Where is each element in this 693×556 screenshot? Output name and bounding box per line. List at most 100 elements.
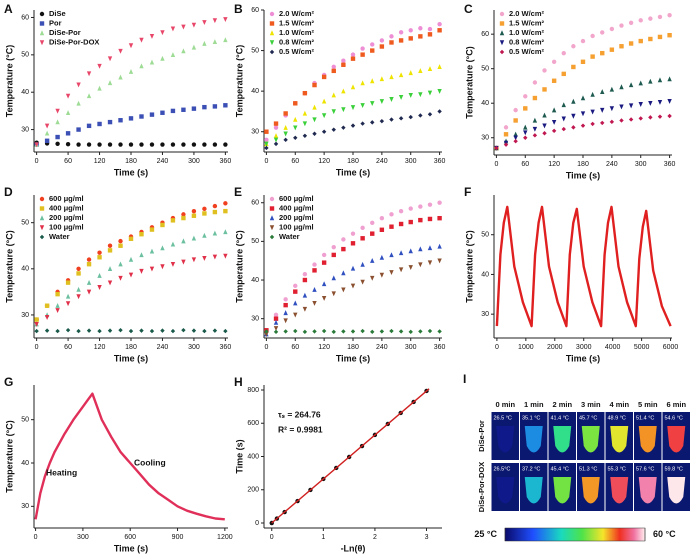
marker — [76, 286, 81, 292]
marker — [360, 225, 365, 231]
marker — [350, 329, 356, 334]
marker — [350, 52, 356, 57]
marker — [302, 277, 308, 283]
temperature-label: 51.4 °C — [636, 415, 654, 421]
marker — [523, 135, 528, 140]
marker — [181, 24, 186, 30]
marker — [128, 328, 134, 334]
marker — [86, 279, 92, 285]
marker — [638, 102, 643, 107]
marker — [350, 265, 356, 271]
marker — [264, 141, 269, 147]
marker — [437, 258, 442, 264]
marker — [283, 137, 288, 143]
marker — [223, 229, 228, 235]
marker — [128, 116, 134, 121]
marker — [65, 293, 71, 299]
panel-letter: H — [234, 375, 243, 389]
row-label: DiSe-Por-DOX — [477, 462, 486, 512]
marker — [667, 113, 672, 119]
line — [495, 205, 672, 328]
marker — [638, 80, 643, 86]
temperature-label: 48.9 °C — [608, 415, 626, 421]
legend-label: DiSe — [49, 9, 66, 18]
marker — [408, 28, 413, 33]
marker — [341, 88, 346, 94]
marker — [389, 34, 394, 39]
marker — [561, 126, 566, 132]
marker — [350, 56, 356, 61]
marker — [389, 74, 394, 80]
marker — [149, 266, 155, 272]
y-tick-label: 40 — [21, 460, 29, 467]
marker — [389, 224, 394, 229]
marker — [86, 123, 92, 129]
marker — [370, 101, 375, 107]
marker — [398, 30, 404, 35]
x-tick-label: 0 — [35, 158, 39, 165]
legend-marker — [269, 206, 275, 211]
y-tick-label: 30 — [21, 503, 29, 510]
y-axis-label: Temperature (°C) — [234, 230, 244, 302]
legend-marker — [39, 215, 45, 221]
x-tick-label: 1 — [321, 534, 325, 541]
marker — [283, 131, 288, 137]
marker — [149, 59, 155, 65]
x-tick-label: 180 — [125, 158, 137, 165]
marker — [370, 220, 375, 226]
x-tick-label: 600 — [124, 534, 136, 541]
legend-label: 0.8 W/cm² — [279, 37, 315, 46]
marker — [418, 204, 423, 209]
fit-line — [271, 388, 430, 524]
marker — [408, 248, 413, 254]
marker — [212, 104, 218, 109]
marker — [76, 328, 81, 334]
marker — [273, 326, 279, 332]
marker — [532, 117, 538, 123]
marker — [302, 306, 308, 312]
marker — [97, 142, 102, 147]
marker — [65, 301, 71, 307]
x-tick-label: 3 — [425, 534, 429, 541]
marker — [55, 328, 60, 334]
marker — [223, 328, 228, 334]
marker — [551, 120, 557, 125]
marker — [561, 116, 566, 122]
marker — [65, 280, 71, 285]
marker — [118, 275, 123, 281]
marker — [55, 108, 60, 114]
marker — [65, 327, 71, 333]
marker — [370, 275, 375, 281]
marker — [160, 142, 165, 147]
marker — [379, 215, 385, 221]
marker — [86, 328, 92, 333]
colorbar-label: 25 °C — [474, 529, 497, 539]
x-tick-label: 2000 — [547, 344, 563, 351]
marker — [321, 281, 327, 287]
marker — [264, 129, 269, 134]
marker — [561, 102, 566, 108]
x-tick-label: 300 — [188, 158, 200, 165]
marker — [223, 201, 228, 206]
x-tick-label: 300 — [405, 344, 417, 351]
tube — [496, 426, 515, 453]
x-tick-label: 300 — [188, 344, 200, 351]
tube — [638, 477, 657, 504]
marker — [398, 209, 404, 214]
marker — [427, 66, 433, 72]
marker — [532, 95, 538, 101]
marker — [427, 245, 433, 251]
legend-marker — [269, 11, 275, 17]
marker — [65, 131, 71, 136]
marker — [350, 123, 356, 128]
marker — [590, 121, 595, 127]
marker — [341, 62, 346, 67]
x-tick-label: 300 — [635, 161, 647, 168]
marker — [321, 113, 327, 119]
x-tick-label: 240 — [157, 158, 169, 165]
x-tick-label: 360 — [220, 158, 232, 165]
marker — [170, 26, 176, 32]
marker — [657, 34, 663, 40]
marker — [212, 328, 218, 333]
annotation: Heating — [46, 467, 77, 477]
